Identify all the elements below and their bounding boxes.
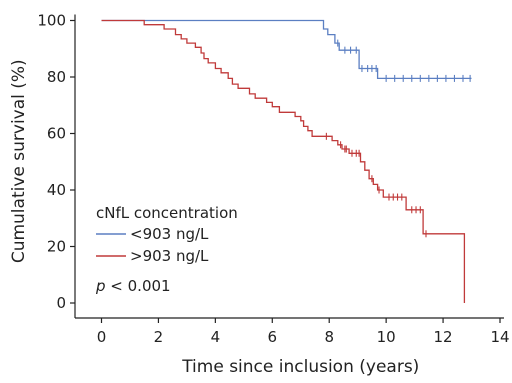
p-symbol: p xyxy=(95,277,106,295)
p-value-annotation: p < 0.001 xyxy=(95,277,171,295)
x-tick-label: 6 xyxy=(268,328,278,346)
y-tick-label: 0 xyxy=(56,294,66,312)
x-tick-label: 2 xyxy=(154,328,164,346)
x-tick-label: 14 xyxy=(490,328,509,346)
x-tick-label: 8 xyxy=(324,328,334,346)
legend-label-high: >903 ng/L xyxy=(130,247,209,265)
y-tick-label: 20 xyxy=(47,238,66,256)
x-tick-label: 10 xyxy=(377,328,396,346)
y-tick-label: 100 xyxy=(37,12,66,30)
y-tick-label: 80 xyxy=(47,68,66,86)
x-tick-label: 4 xyxy=(211,328,221,346)
legend-title: cNfL concentration xyxy=(96,204,238,222)
x-tick-label: 12 xyxy=(434,328,453,346)
legend-label-low: <903 ng/L xyxy=(130,225,209,243)
x-axis-ticks: 0 2 4 6 8 10 12 14 xyxy=(97,318,510,346)
y-axis-title: Cumulative survival (%) xyxy=(9,59,29,263)
x-axis-title: Time since inclusion (years) xyxy=(181,357,419,377)
y-tick-label: 40 xyxy=(47,181,66,199)
y-tick-label: 60 xyxy=(47,125,66,143)
survival-curves xyxy=(101,19,472,303)
axes xyxy=(74,14,504,319)
legend: cNfL concentration <903 ng/L >903 ng/L xyxy=(96,204,238,265)
survival-curve-1 xyxy=(101,19,466,303)
x-tick-label: 0 xyxy=(97,328,107,346)
y-axis-ticks: 0 20 40 60 80 100 xyxy=(37,12,75,312)
survival-curve-0 xyxy=(101,19,472,80)
p-value-text: < 0.001 xyxy=(106,277,171,295)
